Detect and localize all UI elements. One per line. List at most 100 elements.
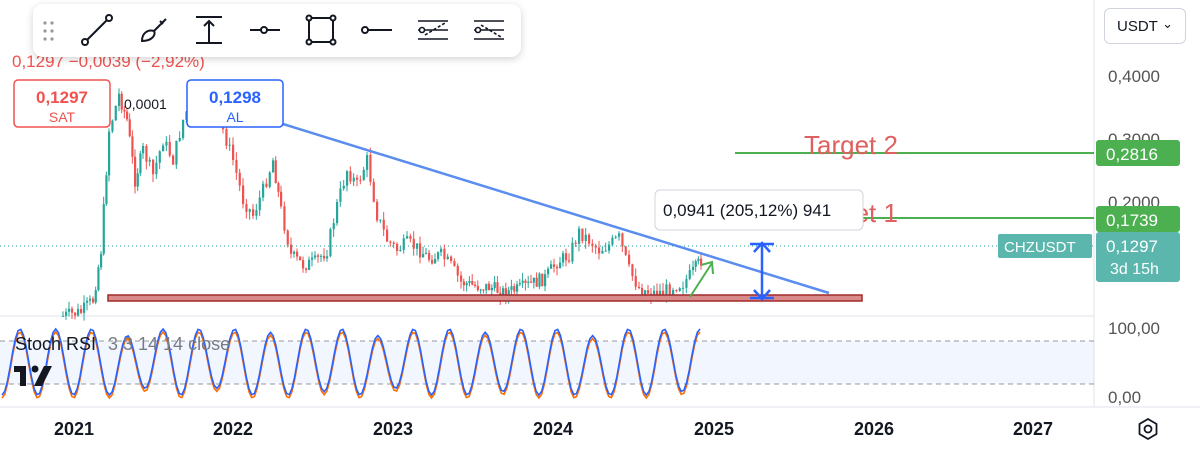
currency-select[interactable]: USDT ⌄ xyxy=(1104,8,1186,44)
candle-body xyxy=(323,255,326,259)
candle-body xyxy=(336,201,339,224)
candle-body xyxy=(105,175,108,205)
settings-icon[interactable] xyxy=(1136,417,1160,441)
candle-body xyxy=(379,219,382,221)
candle-body xyxy=(152,159,155,175)
candle-body xyxy=(571,242,574,262)
candle-body xyxy=(265,183,268,187)
candle-body xyxy=(694,261,697,267)
candle-body xyxy=(238,172,241,186)
candle-body xyxy=(299,256,302,261)
candle-body xyxy=(255,210,258,216)
buy-price: 0,1298 xyxy=(209,88,261,107)
candle-body xyxy=(128,119,131,137)
candle-body xyxy=(280,191,283,207)
candle-body xyxy=(102,204,105,254)
candle-body xyxy=(547,268,550,275)
candle-body xyxy=(382,219,385,230)
candle-body xyxy=(465,283,468,286)
candle-body xyxy=(479,289,482,291)
candle-body xyxy=(482,289,485,291)
sell-button[interactable]: 0,1297 SAT xyxy=(13,79,111,128)
candle-body xyxy=(339,188,342,202)
candle-body xyxy=(510,286,513,290)
candle-body xyxy=(490,287,493,291)
candle-body xyxy=(460,275,463,282)
candle-body xyxy=(628,254,631,265)
candle-body xyxy=(311,257,314,260)
projection-arrow[interactable] xyxy=(689,260,714,298)
candle-body xyxy=(474,284,477,286)
candle-body xyxy=(594,246,597,248)
candle-body xyxy=(366,154,369,170)
horizontal-ray-icon[interactable] xyxy=(245,10,285,50)
measure-arrow[interactable] xyxy=(750,241,774,301)
candle-body xyxy=(386,229,389,242)
rectangle-icon[interactable] xyxy=(301,10,341,50)
candle-body xyxy=(396,243,399,251)
candle-body xyxy=(485,283,488,291)
candle-body xyxy=(332,223,335,230)
candle-body xyxy=(376,201,379,221)
measure-tooltip-box xyxy=(654,189,864,231)
candle-body xyxy=(134,156,137,187)
candle-body xyxy=(232,144,235,160)
candle-body xyxy=(74,312,77,316)
currency-value: USDT xyxy=(1117,18,1158,35)
candle-body xyxy=(611,237,614,245)
price-range-icon[interactable] xyxy=(189,10,229,50)
spread-value: 0,0001 xyxy=(124,96,167,112)
candle-body xyxy=(574,242,577,244)
candle-body xyxy=(158,151,161,163)
candle-body xyxy=(688,270,691,279)
stoch-rsi-name: Stoch RSI xyxy=(15,334,96,354)
time-label-2022: 2022 xyxy=(213,419,253,439)
short-position-icon[interactable] xyxy=(469,10,509,50)
descending-trendline[interactable] xyxy=(282,122,830,295)
candle-body xyxy=(559,262,562,269)
candle-body xyxy=(320,255,323,257)
drag-handle-icon[interactable] xyxy=(41,20,57,42)
long-position-icon[interactable] xyxy=(413,10,453,50)
stoch-rsi-series xyxy=(1,327,701,400)
trend-line-icon[interactable] xyxy=(77,10,117,50)
candle-body xyxy=(118,93,121,106)
candle-body xyxy=(162,145,165,152)
candle-body xyxy=(145,146,148,162)
candle-body xyxy=(111,120,114,132)
horizontal-line-icon[interactable] xyxy=(357,10,397,50)
candle-body xyxy=(290,244,293,254)
candle-body xyxy=(450,256,453,262)
candle-body xyxy=(62,315,65,317)
candle-body xyxy=(553,264,556,267)
candle-body xyxy=(120,93,123,110)
price-tick-0-4: 0,4000 xyxy=(1108,67,1160,86)
brush-icon[interactable] xyxy=(133,10,173,50)
candle-body xyxy=(77,308,80,316)
measure-tooltip-text: 0,0941 (205,12%) 941 xyxy=(663,201,831,220)
stoch-rsi-band xyxy=(0,341,1094,384)
candle-body xyxy=(431,259,434,264)
time-label-2025: 2025 xyxy=(694,419,734,439)
candle-body xyxy=(308,259,311,270)
target-1-price-badge xyxy=(1096,206,1180,232)
candle-body xyxy=(326,256,329,259)
candle-body xyxy=(274,160,277,184)
target-2-label: Target 2 xyxy=(804,130,898,160)
candle-body xyxy=(614,236,617,238)
candle-body xyxy=(565,253,568,261)
candle-body xyxy=(425,252,428,254)
buy-button[interactable]: 0,1298 AL xyxy=(186,79,284,128)
candle-body xyxy=(94,290,97,303)
candle-body xyxy=(296,251,299,257)
candle-body xyxy=(530,281,533,283)
candle-body xyxy=(516,284,519,292)
support-zone[interactable] xyxy=(107,294,863,302)
buy-label: AL xyxy=(226,109,243,125)
candle-body xyxy=(591,243,594,247)
candle-body xyxy=(83,302,86,313)
candle-body xyxy=(656,290,659,297)
candle-body xyxy=(692,266,695,271)
bar-countdown: 3d 15h xyxy=(1110,261,1159,278)
